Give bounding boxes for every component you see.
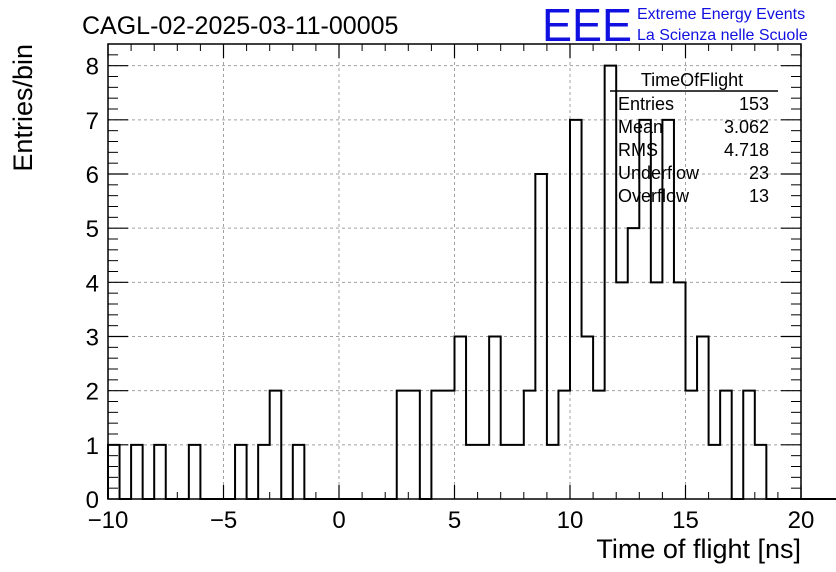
stats-value: 3.062	[724, 117, 769, 137]
histogram-bin	[455, 337, 467, 500]
histogram-bin	[235, 445, 247, 499]
stats-label: Entries	[618, 94, 674, 114]
stats-value: 23	[749, 163, 769, 183]
histogram-bin	[189, 445, 201, 499]
histogram-bin	[697, 337, 709, 500]
histogram-bin	[755, 445, 767, 499]
stats-label: Underflow	[618, 163, 700, 183]
y-tick-label: 3	[86, 325, 99, 352]
logo-mark: EEE	[542, 0, 632, 51]
histogram-bin	[512, 445, 524, 499]
x-tick-label: 5	[448, 507, 461, 534]
stats-value: 13	[749, 186, 769, 206]
x-tick-label: 20	[788, 507, 815, 534]
y-tick-label: 5	[86, 216, 99, 243]
histogram-bin	[547, 445, 559, 499]
histogram-bin	[293, 445, 305, 499]
histogram-bin	[582, 337, 594, 500]
x-axis-label: Time of flight [ns]	[596, 534, 801, 564]
histogram-bin	[466, 445, 478, 499]
histogram-bin	[108, 445, 120, 499]
x-tick-label: −10	[88, 507, 129, 534]
histogram-bin	[709, 445, 721, 499]
y-tick-label: 1	[86, 433, 99, 460]
histogram-bin	[501, 445, 513, 499]
x-tick-label: 15	[672, 507, 699, 534]
histogram-bin	[154, 445, 166, 499]
stats-box: TimeOfFlight Entries 153 Mean 3.062 RMS 4.718…	[610, 70, 778, 206]
stats-label: Mean	[618, 117, 663, 137]
chart-title: CAGL-02-2025-03-11-00005	[82, 12, 398, 40]
histogram-bin	[258, 445, 270, 499]
plot-frame	[107, 43, 802, 500]
y-tick-label: 8	[86, 54, 99, 81]
histogram-outline	[107, 64, 836, 500]
y-tick-label: 6	[86, 162, 99, 189]
stats-value: 153	[739, 94, 769, 114]
grid-lines	[108, 44, 801, 499]
histogram-bin	[570, 120, 582, 499]
eee-logo: EEE Extreme Energy Events La Scienza nel…	[542, 0, 808, 51]
x-tick-label: −5	[210, 507, 237, 534]
x-tick-labels: −10 −5 0 5 10 15 20	[88, 507, 815, 534]
x-tick-label: 10	[557, 507, 584, 534]
histogram-bin	[478, 445, 490, 499]
y-tick-label: 4	[86, 270, 99, 297]
y-axis-label: Entries/bin	[8, 44, 38, 172]
logo-line1: Extreme Energy Events	[637, 6, 805, 23]
y-tick-labels: 0 1 2 3 4 5 6 7 8	[86, 54, 99, 514]
y-tick-label: 2	[86, 379, 99, 406]
y-tick-label: 0	[86, 487, 99, 514]
histogram-bin	[489, 337, 501, 500]
histogram-bin	[131, 445, 143, 499]
y-tick-label: 7	[86, 108, 99, 135]
stats-label: Overflow	[618, 186, 690, 206]
stats-value: 4.718	[724, 140, 769, 160]
axis-ticks	[107, 44, 802, 500]
stats-title: TimeOfFlight	[641, 70, 743, 90]
logo-line2: La Scienza nelle Scuole	[637, 27, 808, 44]
stats-label: RMS	[618, 140, 658, 160]
histogram-bars	[107, 64, 836, 500]
histogram-bin	[628, 228, 640, 499]
x-tick-label: 0	[332, 507, 345, 534]
